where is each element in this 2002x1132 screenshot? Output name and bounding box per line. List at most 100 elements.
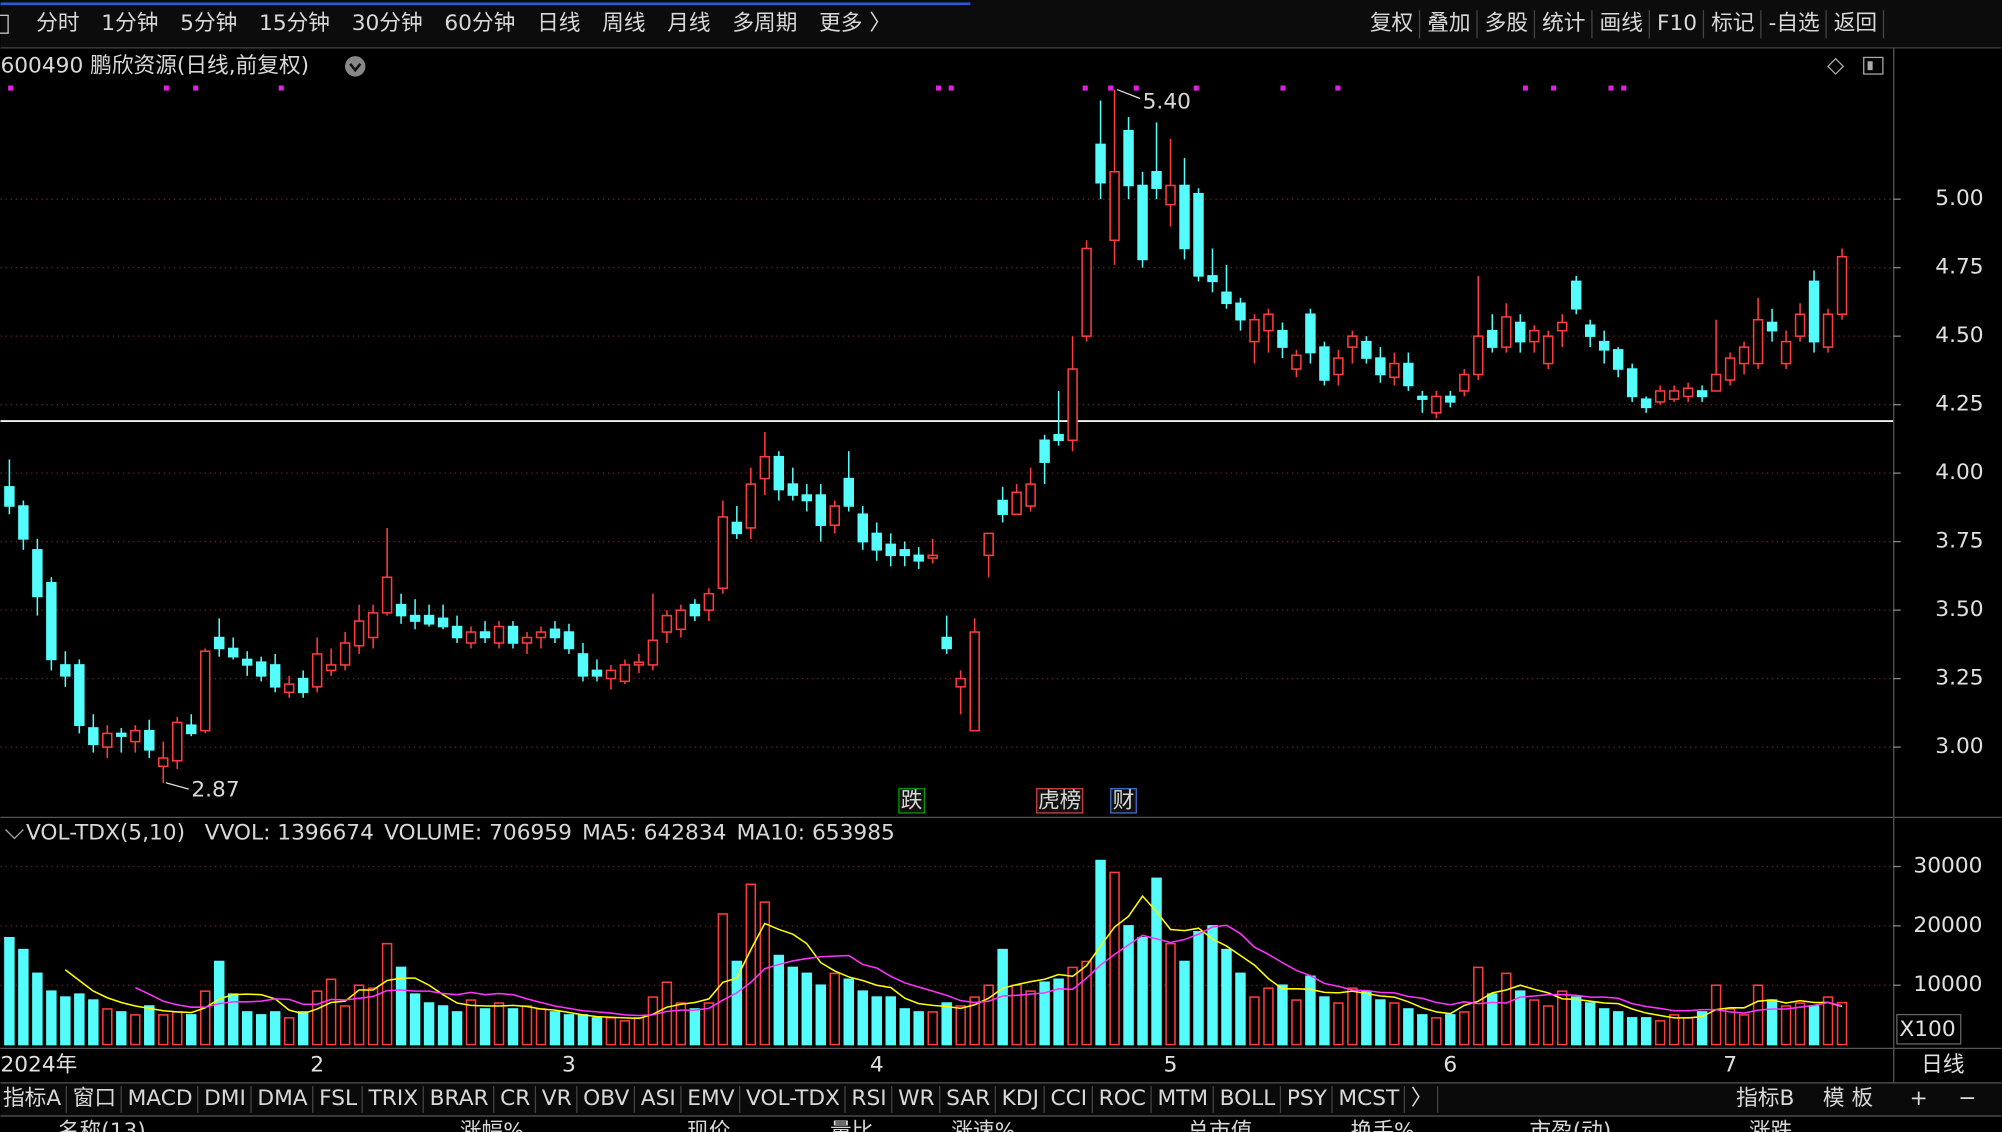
indicator-tab[interactable]: − xyxy=(1958,1086,1976,1111)
indicator-tab[interactable]: PSY xyxy=(1287,1086,1328,1111)
indicator-tab[interactable]: DMA xyxy=(257,1086,307,1111)
event-label[interactable]: 财 xyxy=(1113,788,1135,813)
vol-menu-arrow[interactable] xyxy=(5,829,24,840)
event-dot[interactable] xyxy=(8,85,14,91)
diamond-icon[interactable] xyxy=(1827,57,1845,75)
tool-button[interactable]: 复权 xyxy=(1370,11,1413,36)
candle-body xyxy=(1319,346,1330,381)
candle-body xyxy=(731,521,743,535)
event-dot[interactable] xyxy=(1335,85,1341,91)
candle-body xyxy=(1598,340,1610,351)
indicator-tab[interactable]: RSI xyxy=(851,1086,886,1111)
indicator-tab[interactable]: 〉 xyxy=(1411,1086,1433,1111)
period-tab[interactable]: 多周期 xyxy=(732,11,797,36)
indicator-tab[interactable]: BOLL xyxy=(1220,1086,1276,1111)
volume-bar xyxy=(1347,987,1358,1046)
period-tab[interactable]: 更多 〉 xyxy=(819,11,891,36)
tool-button[interactable]: 返回 xyxy=(1834,11,1877,36)
period-tab[interactable]: 5分钟 xyxy=(180,11,237,36)
indicator-tab[interactable]: CCI xyxy=(1050,1086,1087,1111)
tool-button[interactable]: -自选 xyxy=(1769,11,1820,36)
period-tab[interactable]: 30分钟 xyxy=(352,11,423,36)
event-dot[interactable] xyxy=(1621,85,1627,91)
event-dot[interactable] xyxy=(935,85,942,91)
indicator-tab[interactable]: FSL xyxy=(319,1086,357,1111)
indicator-tab[interactable]: + xyxy=(1910,1086,1928,1111)
volume-bar xyxy=(395,966,407,1046)
indicator-tab[interactable]: ROC xyxy=(1099,1086,1146,1111)
indicator-tab[interactable]: DMI xyxy=(204,1086,246,1111)
tool-button[interactable]: 标记 xyxy=(1711,11,1754,36)
event-label[interactable]: 虎榜 xyxy=(1038,788,1081,813)
volume-bar xyxy=(1696,1011,1708,1046)
event-dot[interactable] xyxy=(1133,85,1139,91)
panel-icon[interactable] xyxy=(1863,56,1884,75)
candle-body xyxy=(213,636,225,650)
event-dot[interactable] xyxy=(1108,85,1114,91)
period-tab[interactable]: 15分钟 xyxy=(259,11,330,36)
indicator-tab[interactable]: 模 板 xyxy=(1823,1086,1873,1111)
indicator-tab[interactable]: BRAR xyxy=(430,1086,489,1111)
indicator-tab[interactable]: SAR xyxy=(946,1086,990,1111)
tool-button[interactable]: 叠加 xyxy=(1427,11,1470,36)
event-dot[interactable] xyxy=(163,85,169,91)
period-label[interactable]: 日线 xyxy=(1921,1053,1964,1078)
event-dot[interactable] xyxy=(278,85,284,91)
event-dot[interactable] xyxy=(193,85,199,91)
volume-bar xyxy=(983,984,994,1046)
indicator-tab[interactable]: 指标B xyxy=(1736,1086,1794,1111)
indicator-tab[interactable]: MTM xyxy=(1157,1086,1208,1111)
volume-bar xyxy=(815,984,827,1046)
quote-header: 总市值 xyxy=(1187,1119,1252,1132)
volume-bar xyxy=(283,1017,295,1046)
volume-bar xyxy=(1710,984,1722,1046)
period-tab[interactable]: 1分钟 xyxy=(101,11,158,36)
candle-body xyxy=(1403,362,1414,387)
event-badge[interactable] xyxy=(1110,788,1137,814)
indicator-tab[interactable]: EMV xyxy=(687,1086,734,1111)
indicator-tab[interactable]: KDJ xyxy=(1002,1086,1039,1111)
tool-button[interactable]: 画线 xyxy=(1600,11,1643,36)
event-dot[interactable] xyxy=(948,85,954,91)
period-tab[interactable]: 周线 xyxy=(602,11,645,36)
indicator-tab[interactable]: CR xyxy=(500,1086,530,1111)
window-icon[interactable] xyxy=(0,14,9,34)
event-badge[interactable] xyxy=(1036,788,1084,814)
tool-button[interactable]: 统计 xyxy=(1542,11,1585,36)
indicator-tab[interactable]: VR xyxy=(542,1086,572,1111)
indicator-tab[interactable]: WR xyxy=(898,1086,935,1111)
ma-line xyxy=(135,924,1843,1017)
indicator-tab[interactable]: 窗口 xyxy=(73,1086,116,1111)
y-tick-label: 4.25 xyxy=(1935,392,1983,417)
volume-bar xyxy=(661,981,673,1046)
tool-button[interactable]: F10 xyxy=(1657,11,1697,36)
candle-body xyxy=(1724,357,1736,381)
period-tab[interactable]: 月线 xyxy=(667,11,710,36)
event-dot[interactable] xyxy=(1522,85,1529,91)
candle-body xyxy=(325,664,337,672)
indicator-tab[interactable]: MCST xyxy=(1338,1086,1400,1111)
event-dot[interactable] xyxy=(1082,85,1088,91)
candle-body xyxy=(801,494,813,502)
indicator-tab[interactable]: OBV xyxy=(583,1086,629,1111)
event-dot[interactable] xyxy=(1551,85,1557,91)
event-label[interactable]: 跌 xyxy=(901,788,923,813)
period-tab[interactable]: 分时 xyxy=(36,11,79,36)
event-badge[interactable] xyxy=(898,788,926,814)
tool-button[interactable]: 多股 xyxy=(1485,11,1528,36)
indicator-tab[interactable]: VOL-TDX xyxy=(746,1086,840,1111)
indicator-tab[interactable]: MACD xyxy=(128,1086,193,1111)
period-tab[interactable]: 日线 xyxy=(537,11,580,36)
indicator-tab[interactable]: TRIX xyxy=(368,1086,419,1111)
x-tick-label: 4 xyxy=(870,1053,884,1078)
event-dot[interactable] xyxy=(1193,85,1199,91)
title-menu[interactable] xyxy=(345,56,366,77)
event-dot[interactable] xyxy=(1280,85,1286,91)
indicator-tab[interactable]: ASI xyxy=(641,1086,676,1111)
candle-body xyxy=(857,513,868,543)
period-tab[interactable]: 60分钟 xyxy=(444,11,515,36)
event-dot[interactable] xyxy=(1608,85,1614,91)
volume-title: VOL-TDX(5,10) xyxy=(26,820,185,845)
volume-bar xyxy=(745,883,757,1046)
indicator-tab[interactable]: 指标A xyxy=(3,1086,61,1111)
